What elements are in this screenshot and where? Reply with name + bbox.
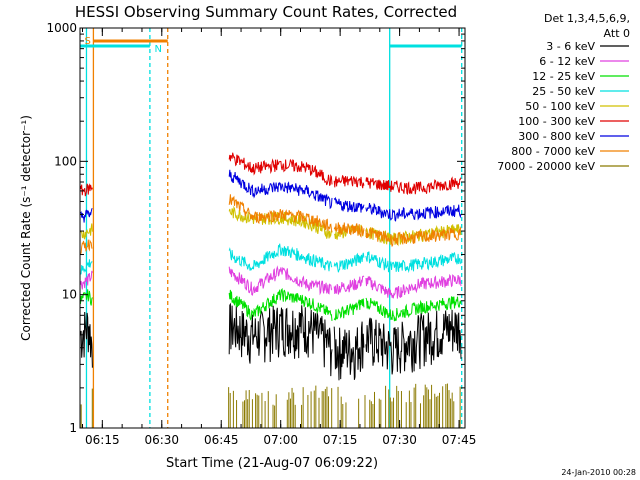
series-line (334, 198, 364, 212)
y-tick-label: 10 (62, 288, 77, 302)
series-0 (81, 304, 462, 380)
x-tick-label: 06:15 (85, 433, 120, 447)
series-1 (81, 267, 462, 299)
annotation-n: N (155, 44, 162, 55)
series-3 (81, 244, 462, 275)
x-axis-label: Start Time (21-Aug-07 06:09:22) (166, 456, 378, 471)
legend-header-line-1: Det 1,3,4,5,6,9, (544, 12, 630, 25)
series-line (366, 296, 461, 321)
y-tick-label: 1000 (46, 21, 77, 35)
series-2 (81, 289, 462, 321)
annotation-s: S (84, 36, 90, 47)
series-line (229, 267, 332, 295)
series-line (334, 322, 364, 381)
legend-label: 3 - 6 keV (546, 40, 595, 53)
legend-label: 25 - 50 keV (532, 85, 595, 98)
series-6 (81, 170, 462, 223)
series-line (334, 176, 364, 188)
x-tick-label: 07:00 (263, 433, 298, 447)
series-line (334, 299, 364, 321)
series-line (229, 244, 332, 272)
legend-label: 50 - 100 keV (525, 100, 595, 113)
series-line (366, 203, 461, 221)
y-axis-label: Corrected Count Rate (s⁻¹ detector⁻¹) (19, 115, 33, 341)
series-8 (81, 384, 460, 428)
legend-header-line-2: Att 0 (604, 27, 630, 40)
chart-title: HESSI Observing Summary Count Rates, Cor… (75, 3, 457, 21)
legend-label: 7000 - 20000 keV (497, 160, 595, 173)
legend-label: 300 - 800 keV (518, 130, 595, 143)
x-tick-label: 06:30 (144, 433, 179, 447)
series-line (229, 304, 332, 376)
legend-label: 100 - 300 keV (518, 115, 595, 128)
legend-label: 6 - 12 keV (539, 55, 595, 68)
series-line (366, 275, 461, 299)
series-line (334, 276, 364, 295)
series-line (366, 252, 461, 273)
plot-frame (80, 28, 465, 428)
series-line (229, 153, 332, 186)
legend: Det 1,3,4,5,6,9, Att 0 3 - 6 keV 6 - 12 k… (497, 12, 630, 173)
series-7 (81, 194, 462, 253)
series-line (334, 253, 364, 272)
y-tick-label: 1 (69, 421, 77, 435)
legend-label: 800 - 7000 keV (511, 145, 595, 158)
series-line (366, 178, 461, 195)
x-tick-label: 06:45 (204, 433, 239, 447)
x-tick-label: 07:15 (323, 433, 358, 447)
y-tick-label: 100 (54, 154, 77, 168)
series-5 (81, 153, 462, 196)
series-line (366, 310, 461, 375)
x-tick-label: 07:30 (382, 433, 417, 447)
legend-label: 12 - 25 keV (532, 70, 595, 83)
footer-timestamp: 24-Jan-2010 00:28 (561, 468, 636, 477)
x-tick-label: 07:45 (442, 433, 477, 447)
